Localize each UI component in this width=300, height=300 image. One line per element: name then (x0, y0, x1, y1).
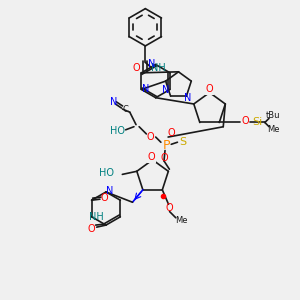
Text: O: O (167, 128, 175, 138)
Text: C: C (123, 105, 129, 114)
Text: O: O (100, 193, 108, 203)
Text: Me: Me (267, 125, 279, 134)
Text: NH: NH (152, 63, 166, 73)
Text: Si: Si (253, 118, 263, 128)
Text: O: O (166, 203, 173, 214)
Text: Me: Me (175, 216, 187, 225)
Text: N: N (142, 84, 149, 94)
Text: HO: HO (99, 168, 114, 178)
Text: O: O (132, 63, 140, 73)
Text: N: N (110, 97, 117, 107)
Text: NH: NH (89, 212, 104, 222)
Text: P: P (162, 139, 170, 152)
Text: N: N (106, 186, 114, 196)
Text: O: O (206, 84, 213, 94)
Text: HO: HO (110, 126, 125, 136)
Text: N: N (184, 93, 191, 103)
Text: S: S (179, 137, 186, 147)
Text: tBu: tBu (266, 111, 280, 120)
Text: O: O (160, 153, 168, 163)
Text: O: O (242, 116, 249, 127)
Text: N: N (148, 58, 155, 68)
Text: O: O (88, 224, 95, 234)
Text: O: O (148, 152, 155, 162)
Text: N: N (162, 85, 169, 95)
Text: O: O (147, 132, 154, 142)
